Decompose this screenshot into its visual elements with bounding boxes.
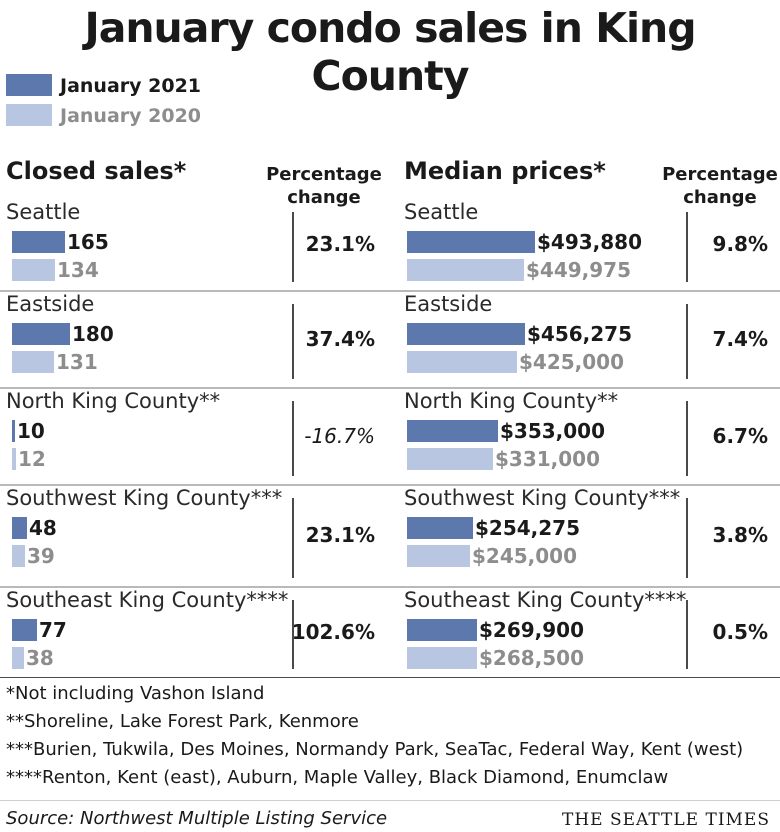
sales-pct-divider [292,401,294,476]
sales-bar-2021 [12,231,65,253]
price-bar-2021 [407,517,473,539]
sales-region-label: Seattle [6,200,81,224]
price-value-2021: $269,900 [479,618,585,642]
sales-region-label: Southeast King County**** [6,588,289,612]
sales-value-2021: 180 [72,322,114,346]
sales-bar-2020 [12,351,54,373]
sales-pct-change: 37.4% [305,327,375,351]
price-value-2020: $268,500 [479,646,585,670]
prices-pct-header: Percentage change [660,163,780,209]
sales-pct-change: -16.7% [304,424,375,448]
legend-swatch-2021 [6,74,52,96]
sales-bar-2020 [12,647,24,669]
price-bar-2021 [407,619,477,641]
sales-bar-2020 [12,448,16,470]
sales-pct-change: 23.1% [305,523,375,547]
sales-pct-change: 102.6% [291,620,375,644]
prices-pct-change: 3.8% [712,523,768,547]
price-bar-2021 [407,231,535,253]
sales-value-2020: 39 [27,544,55,568]
sales-pct-divider [292,212,294,282]
sales-value-2021: 48 [29,516,57,540]
row-divider [0,586,780,588]
prices-pct-change: 6.7% [712,424,768,448]
prices-pct-divider [686,600,688,669]
sales-pct-divider [292,600,294,669]
footnote-3: ***Burien, Tukwila, Des Moines, Normandy… [6,739,744,760]
sales-value-2021: 77 [39,618,67,642]
sales-region-label: Eastside [6,292,95,316]
price-value-2021: $456,275 [527,322,633,346]
row-divider [0,484,780,486]
sales-region-label: North King County** [6,389,221,413]
chart-title: January condo sales in King County [84,4,696,100]
publisher-credit: THE SEATTLE TIMES [562,810,770,830]
price-bar-2020 [407,448,493,470]
footnote-1: *Not including Vashon Island [6,683,265,704]
row-divider [0,387,780,389]
sales-region-label: Southwest King County*** [6,486,283,510]
prices-header: Median prices* [404,157,606,185]
prices-region-label: Southeast King County**** [404,588,687,612]
footnote-divider [0,677,780,678]
prices-region-label: Southwest King County*** [404,486,681,510]
price-value-2020: $449,975 [526,258,632,282]
price-value-2020: $331,000 [495,447,601,471]
prices-pct-change: 0.5% [712,620,768,644]
legend-swatch-2020 [6,104,52,126]
price-bar-2020 [407,545,470,567]
prices-pct-header-line2: change [683,187,757,208]
prices-pct-change: 9.8% [712,232,768,256]
sales-value-2020: 131 [56,350,98,374]
sales-bar-2021 [12,619,37,641]
prices-pct-change: 7.4% [712,327,768,351]
footnote-2: **Shoreline, Lake Forest Park, Kenmore [6,711,359,732]
price-value-2020: $245,000 [472,544,578,568]
sales-header: Closed sales* [6,157,187,185]
price-value-2021: $254,275 [475,516,581,540]
price-value-2021: $493,880 [537,230,643,254]
price-bar-2021 [407,323,525,345]
sales-pct-header: Percentage change [264,163,384,209]
sales-bar-2021 [12,323,70,345]
price-bar-2020 [407,647,477,669]
sales-pct-change: 23.1% [305,232,375,256]
sales-bar-2020 [12,545,25,567]
price-bar-2020 [407,351,517,373]
footnote-4: ****Renton, Kent (east), Auburn, Maple V… [6,767,669,788]
prices-pct-header-line1: Percentage [662,164,778,185]
prices-region-label: North King County** [404,389,619,413]
legend-label-2021: January 2021 [60,75,202,97]
sales-value-2020: 134 [57,258,99,282]
price-value-2020: $425,000 [519,350,625,374]
sales-bar-2020 [12,259,55,281]
prices-pct-divider [686,401,688,476]
sales-pct-divider [292,498,294,578]
prices-pct-divider [686,498,688,578]
row-divider [0,290,780,292]
sales-value-2020: 38 [26,646,54,670]
price-bar-2021 [407,420,498,442]
price-value-2021: $353,000 [500,419,606,443]
sales-bar-2021 [12,420,15,442]
sales-value-2021: 10 [17,419,45,443]
sales-value-2021: 165 [67,230,109,254]
sales-pct-header-line1: Percentage [266,164,382,185]
legend-label-2020: January 2020 [60,105,202,127]
prices-region-label: Seattle [404,200,479,224]
sales-pct-divider [292,304,294,379]
price-bar-2020 [407,259,524,281]
prices-region-label: Eastside [404,292,493,316]
sales-pct-header-line2: change [287,187,361,208]
prices-pct-divider [686,212,688,282]
sales-value-2020: 12 [18,447,46,471]
prices-pct-divider [686,304,688,379]
sales-bar-2021 [12,517,27,539]
source-note: Source: Northwest Multiple Listing Servi… [6,808,388,829]
source-divider [0,800,780,801]
